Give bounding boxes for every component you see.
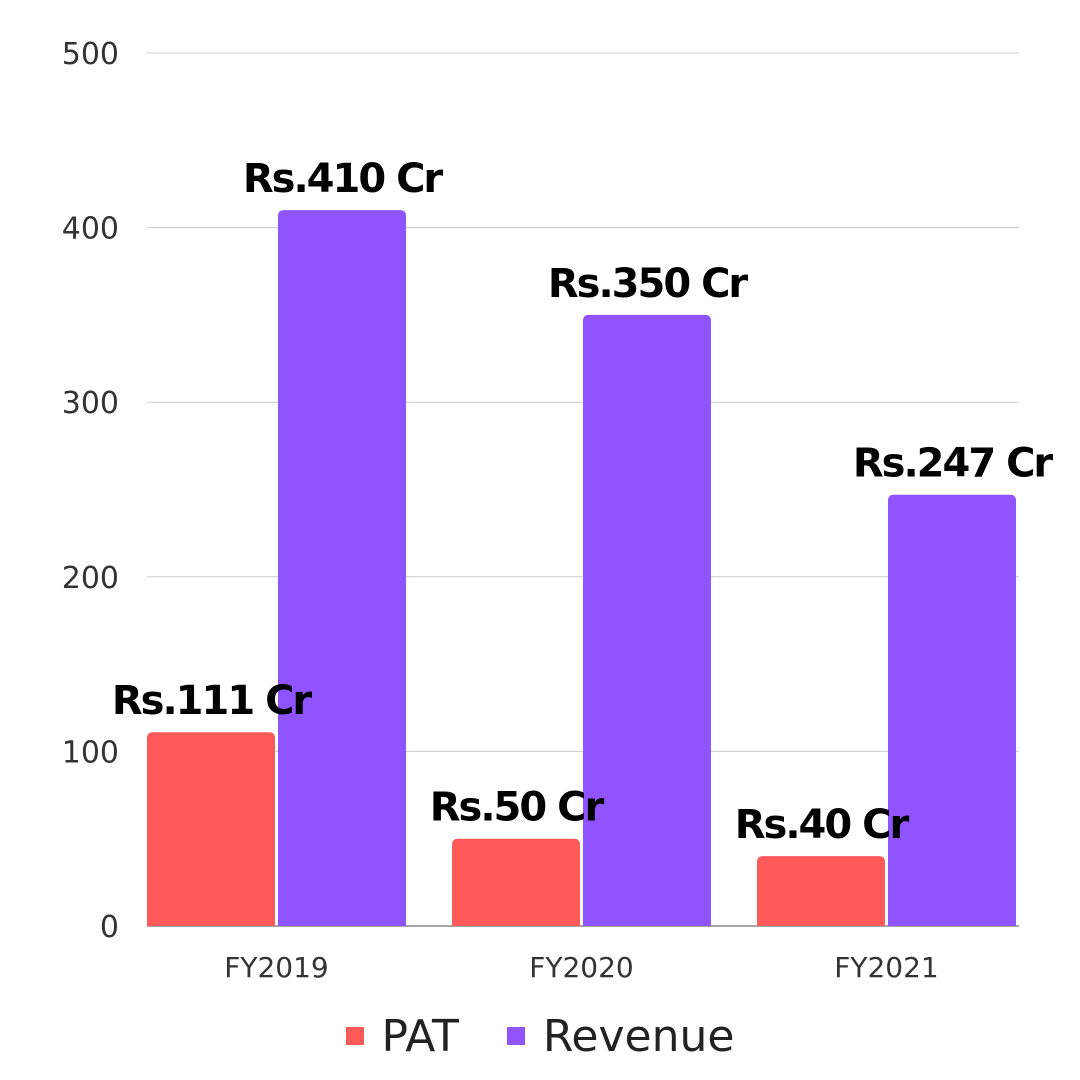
data-label-revenue-fy2019: Rs.410 Cr — [243, 156, 444, 202]
bars — [147, 210, 1016, 926]
data-label-pat-fy2021: Rs.40 Cr — [735, 802, 910, 848]
x-category-label: FY2019 — [224, 951, 328, 984]
bar-pat-fy2020 — [452, 838, 580, 926]
y-tick-label: 400 — [62, 212, 119, 247]
bar-revenue-fy2021 — [888, 494, 1016, 926]
y-axis-ticks: 0 100 200 300 400 500 — [62, 37, 119, 945]
bar-pat-fy2019 — [147, 732, 275, 926]
x-axis-categories: FY2019 FY2020 FY2021 — [224, 951, 938, 984]
legend-item-revenue: Revenue — [506, 1010, 735, 1062]
y-tick-label: 100 — [62, 735, 119, 770]
legend-item-pat: PAT — [345, 1010, 459, 1062]
legend-label-revenue: Revenue — [542, 1010, 735, 1062]
legend-label-pat: PAT — [381, 1010, 459, 1062]
bar-revenue-fy2020 — [583, 314, 711, 926]
y-tick-label: 0 — [100, 910, 119, 945]
data-label-revenue-fy2021: Rs.247 Cr — [853, 441, 1054, 487]
bar-chart: 0 100 200 300 400 500 Rs.111 Cr Rs.410 Cr Rs.50… — [62, 37, 1056, 984]
legend: PAT Revenue — [0, 1008, 1080, 1064]
data-label-pat-fy2020: Rs.50 Cr — [430, 785, 605, 831]
bar-pat-fy2021 — [757, 856, 885, 926]
y-tick-label: 500 — [62, 37, 119, 72]
x-category-label: FY2020 — [529, 951, 633, 984]
y-tick-label: 200 — [62, 561, 119, 596]
data-label-pat-fy2019: Rs.111 Cr — [112, 678, 313, 724]
legend-swatch-revenue — [506, 1027, 525, 1045]
x-category-label: FY2021 — [834, 951, 938, 984]
legend-swatch-pat — [345, 1027, 364, 1045]
data-labels: Rs.111 Cr Rs.410 Cr Rs.50 Cr Rs.350 Cr Rs.40… — [112, 156, 1056, 848]
data-label-revenue-fy2020: Rs.350 Cr — [548, 261, 749, 307]
bar-revenue-fy2019 — [278, 210, 406, 926]
y-tick-label: 300 — [62, 386, 119, 421]
